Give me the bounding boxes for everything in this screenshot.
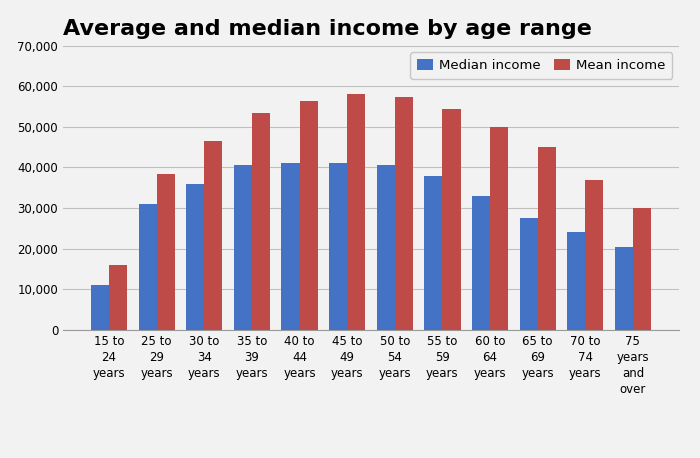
Bar (252, 113, 270, 330)
Bar (234, 165, 252, 330)
Bar (300, 101, 318, 330)
Bar (633, 208, 651, 330)
Bar (395, 97, 413, 330)
Bar (567, 232, 585, 330)
Bar (472, 196, 490, 330)
Bar (281, 164, 300, 330)
Bar (204, 141, 223, 330)
Bar (424, 175, 442, 330)
Bar (157, 174, 175, 330)
Bar (109, 265, 127, 330)
Bar (442, 109, 461, 330)
Bar (538, 147, 556, 330)
Bar (347, 94, 365, 330)
Bar (186, 184, 204, 330)
Bar (91, 285, 109, 330)
Text: Average and median income by age range: Average and median income by age range (63, 19, 592, 38)
Bar (585, 180, 603, 330)
Legend: Median income, Mean income: Median income, Mean income (410, 52, 673, 79)
Bar (377, 165, 395, 330)
Bar (490, 127, 508, 330)
Bar (329, 164, 347, 330)
Bar (139, 204, 157, 330)
Bar (519, 218, 538, 330)
Bar (615, 246, 633, 330)
